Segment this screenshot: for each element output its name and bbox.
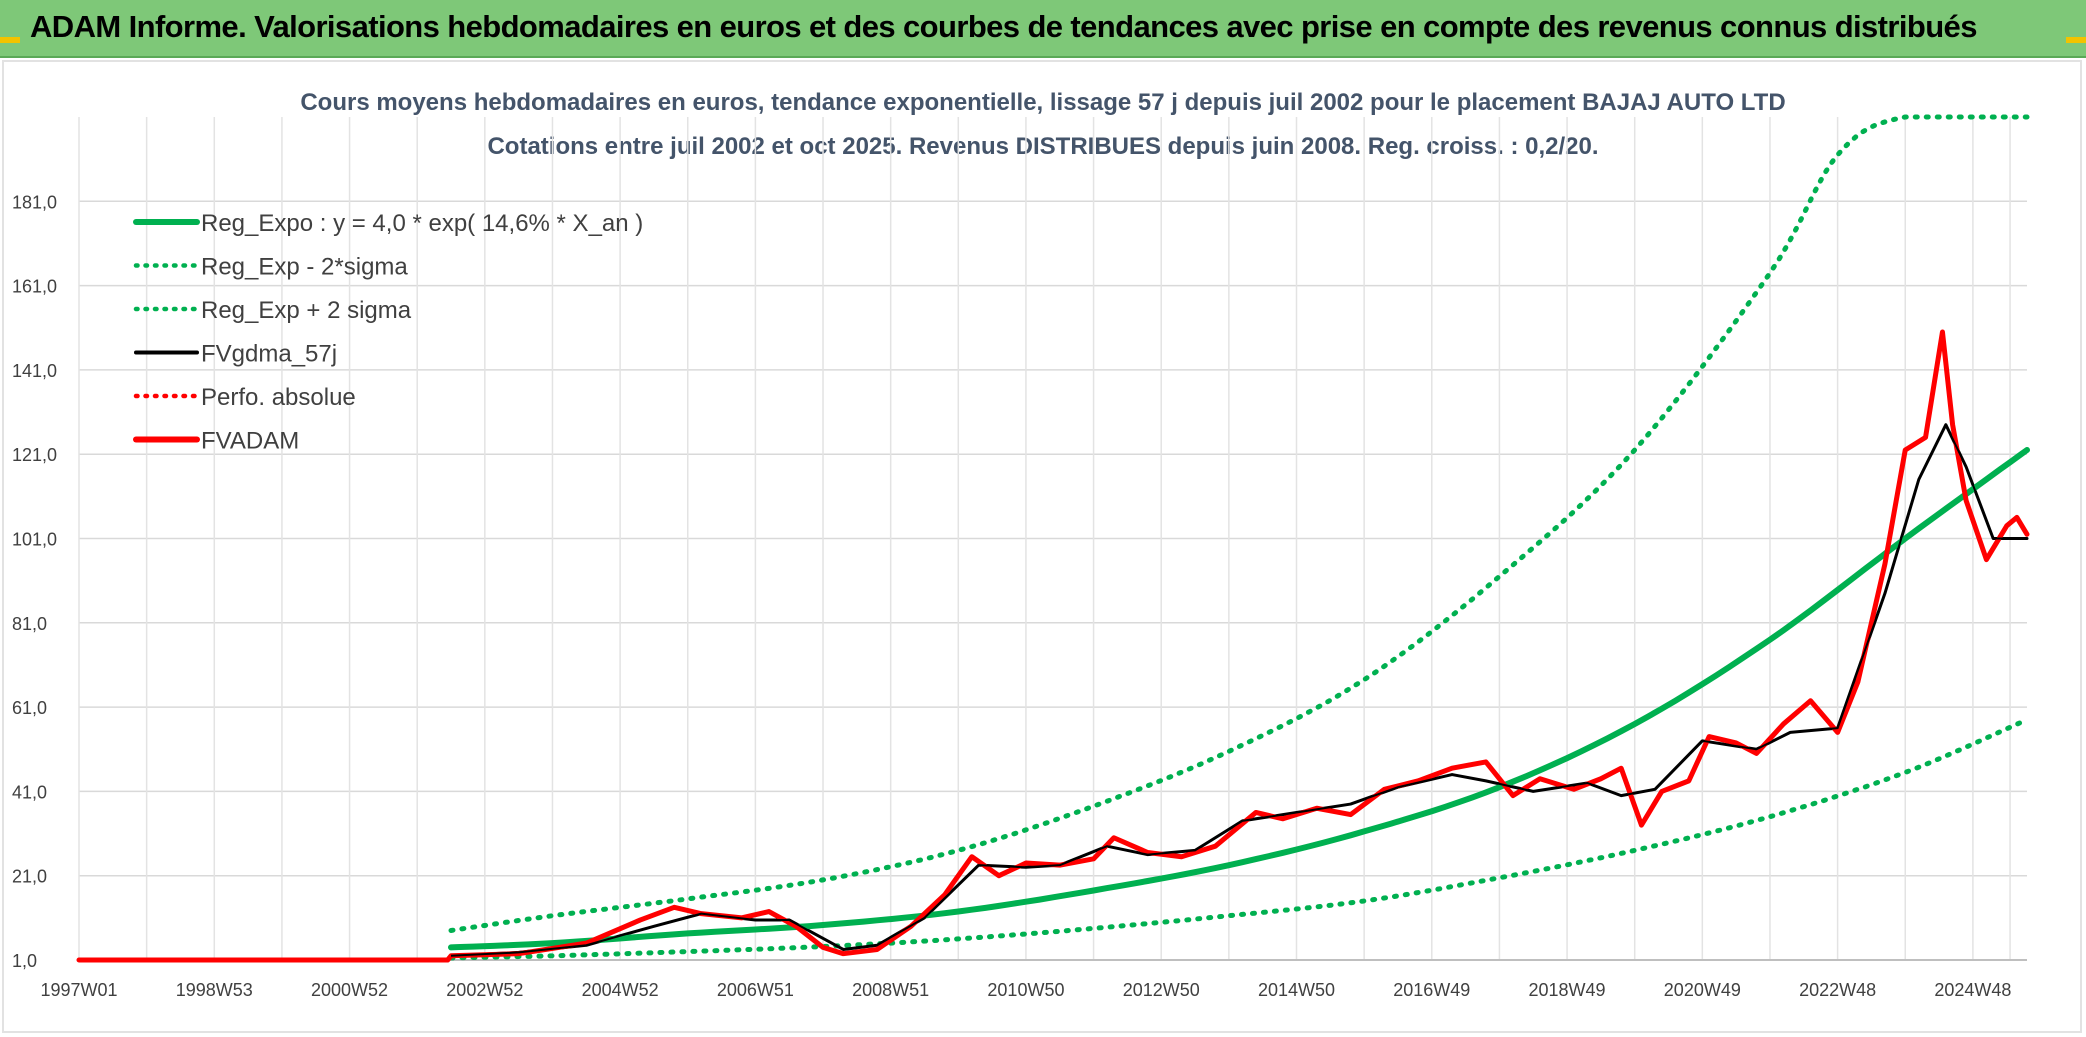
legend-label: FVgdma_57j — [201, 341, 337, 368]
y-tick-label: 181,0 — [12, 192, 57, 212]
y-tick-label: 101,0 — [12, 530, 57, 550]
x-tick-label: 1998W53 — [176, 980, 253, 1000]
report-header-bar: ADAM Informe. Valorisations hebdomadaire… — [0, 0, 2086, 58]
y-tick-label: 61,0 — [12, 698, 47, 718]
y-tick-label: 41,0 — [12, 782, 47, 802]
x-tick-label: 2010W50 — [987, 980, 1064, 1000]
legend-label: FVADAM — [201, 428, 299, 455]
y-tick-label: 1,0 — [12, 951, 37, 971]
series-reg-minus-2sigma-line — [448, 717, 2030, 961]
series-reg-expo-line — [448, 447, 2030, 951]
series-fvadam-line — [76, 329, 2030, 963]
x-tick-label: 2004W52 — [582, 980, 659, 1000]
chart-frame — [2, 60, 2082, 1033]
plot-area — [76, 114, 2030, 963]
corner-marker-right — [2066, 37, 2086, 43]
series-fvgdma-57j-overlay — [450, 423, 2027, 957]
y-axis: 1,0 21,0 41,0 61,0 81,0 101,0 121,0 141,0 161,0 1… — [12, 192, 57, 971]
y-tick-label: 81,0 — [12, 614, 47, 634]
corner-marker-left — [0, 37, 20, 43]
chart-title-line-2: Cotations entre juil 2002 et oct 2025. R… — [487, 133, 1598, 160]
x-tick-label: 2012W50 — [1123, 980, 1200, 1000]
x-tick-label: 2002W52 — [446, 980, 523, 1000]
legend-label: Reg_Exp + 2 sigma — [201, 297, 412, 324]
x-tick-label: 2016W49 — [1393, 980, 1470, 1000]
y-tick-label: 141,0 — [12, 361, 57, 381]
x-tick-label: 2022W48 — [1799, 980, 1876, 1000]
chart-title-line-1: Cours moyens hebdomadaires en euros, ten… — [300, 89, 1785, 116]
x-axis: 1997W01 1998W53 2000W52 2002W52 2004W52 2006W… — [40, 959, 2027, 1000]
y-tick-label: 121,0 — [12, 445, 57, 465]
x-tick-label: 2008W51 — [852, 980, 929, 1000]
y-tick-label: 21,0 — [12, 867, 47, 887]
x-tick-label: 2014W50 — [1258, 980, 1335, 1000]
legend-label: Perfo. absolue — [201, 384, 356, 411]
chart-legend: Reg_Expo : y = 4,0 * exp( 14,6% * X_an )… — [133, 210, 643, 455]
report-header-title: ADAM Informe. Valorisations hebdomadaire… — [30, 9, 1977, 44]
x-tick-label: 2006W51 — [717, 980, 794, 1000]
legend-label: Reg_Expo : y = 4,0 * exp( 14,6% * X_an ) — [201, 210, 643, 237]
gridlines — [78, 117, 2027, 961]
x-tick-label: 2020W49 — [1664, 980, 1741, 1000]
legend-label: Reg_Exp - 2*sigma — [201, 254, 408, 281]
x-tick-label: 2024W48 — [1934, 980, 2011, 1000]
x-tick-label: 1997W01 — [40, 980, 117, 1000]
x-tick-label: 2018W49 — [1529, 980, 1606, 1000]
y-tick-label: 161,0 — [12, 277, 57, 297]
x-tick-label: 2000W52 — [311, 980, 388, 1000]
series-reg-plus-2sigma-line — [448, 114, 2030, 933]
